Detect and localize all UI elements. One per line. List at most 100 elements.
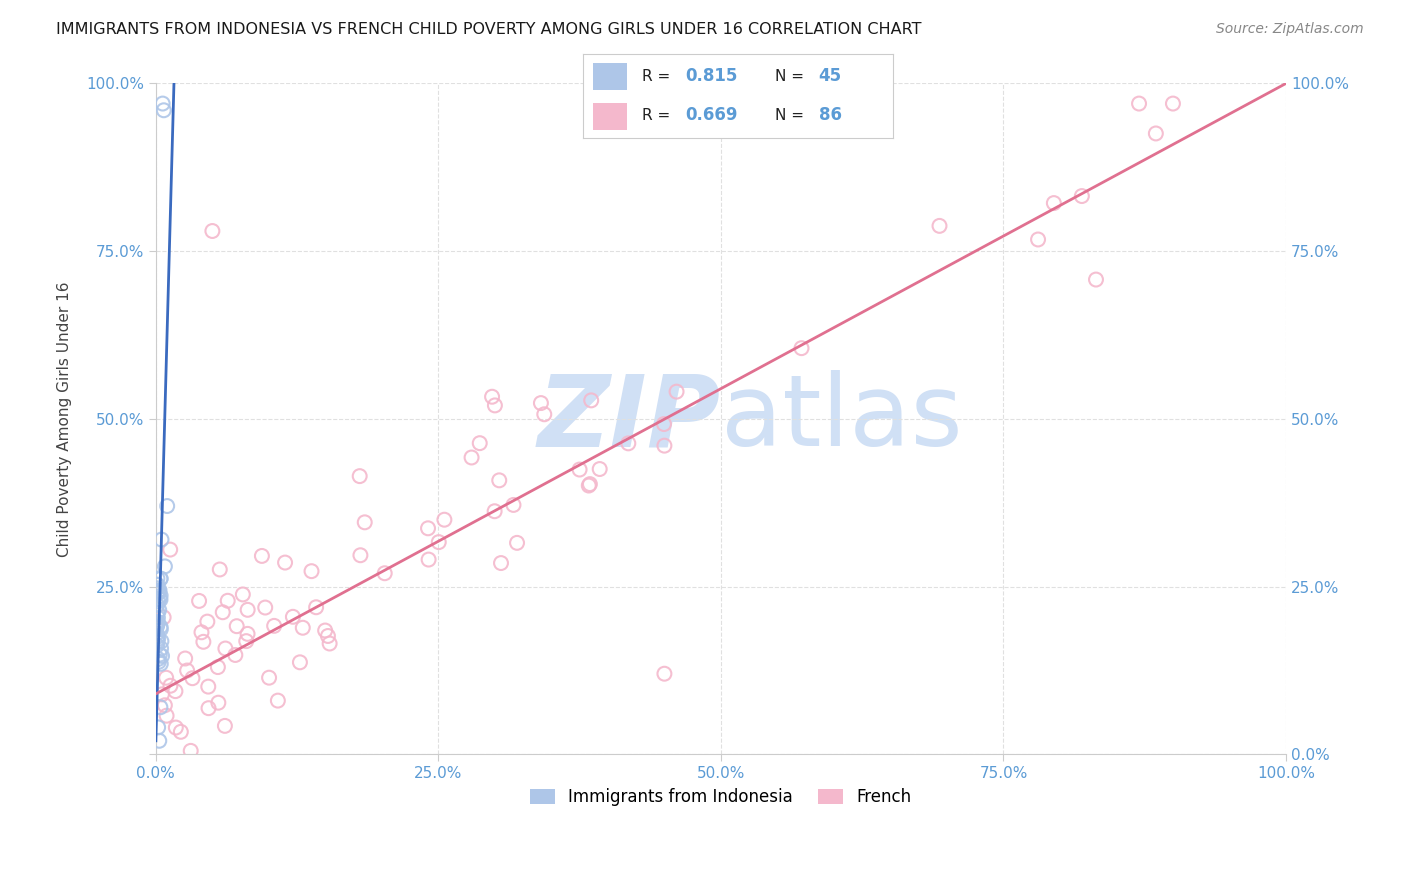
Point — [146, 586, 169, 600]
Point — [468, 436, 491, 450]
Point — [530, 396, 553, 410]
Point — [174, 651, 197, 665]
Point — [146, 632, 169, 646]
Point — [148, 583, 170, 598]
Point — [254, 600, 277, 615]
Point — [146, 634, 169, 648]
Text: 86: 86 — [818, 106, 842, 124]
Point — [149, 700, 172, 714]
Y-axis label: Child Poverty Among Girls Under 16: Child Poverty Among Girls Under 16 — [58, 281, 72, 557]
Point — [155, 671, 177, 685]
Point — [257, 671, 280, 685]
Point — [153, 698, 176, 713]
Point — [148, 585, 170, 599]
Point — [150, 687, 173, 701]
Point — [506, 536, 529, 550]
Text: R =: R = — [643, 108, 675, 123]
Point — [176, 664, 198, 678]
Point — [214, 719, 236, 733]
Point — [589, 462, 612, 476]
Point — [928, 219, 950, 233]
Point — [146, 572, 169, 586]
Point — [165, 721, 187, 735]
Point — [150, 641, 173, 656]
Point — [207, 696, 229, 710]
Point — [149, 620, 172, 634]
Point — [214, 641, 236, 656]
Text: ZIP: ZIP — [538, 370, 721, 467]
Point — [150, 634, 173, 648]
Point — [145, 578, 167, 592]
Point — [235, 634, 257, 648]
Point — [207, 660, 229, 674]
Point — [148, 591, 170, 606]
Text: N =: N = — [775, 108, 808, 123]
Point — [488, 473, 510, 487]
Point — [149, 589, 172, 603]
Point — [149, 622, 172, 636]
Point — [156, 499, 179, 513]
Point — [188, 594, 211, 608]
Point — [1128, 96, 1150, 111]
Point — [170, 724, 193, 739]
Point — [152, 610, 174, 624]
Point — [208, 562, 231, 576]
Point — [146, 594, 169, 608]
Point — [316, 629, 339, 643]
Point — [652, 417, 675, 431]
Point — [149, 657, 172, 671]
Legend: Immigrants from Indonesia, French: Immigrants from Indonesia, French — [523, 781, 918, 813]
Point — [1144, 127, 1167, 141]
Point — [152, 96, 174, 111]
Point — [374, 566, 396, 581]
Point — [1070, 189, 1092, 203]
Text: 0.815: 0.815 — [686, 68, 738, 86]
Point — [149, 572, 172, 586]
Point — [579, 477, 602, 491]
FancyBboxPatch shape — [593, 62, 627, 90]
Point — [146, 577, 169, 591]
Point — [250, 549, 273, 563]
Point — [232, 587, 254, 601]
Point — [267, 693, 290, 707]
Point — [145, 621, 167, 635]
Point — [155, 708, 177, 723]
Point — [150, 648, 173, 663]
Point — [217, 594, 239, 608]
Point — [274, 556, 297, 570]
Point — [349, 469, 371, 483]
FancyBboxPatch shape — [593, 103, 627, 130]
Point — [288, 656, 311, 670]
Point — [617, 436, 640, 450]
Point — [180, 744, 202, 758]
Point — [314, 624, 336, 638]
Point — [236, 603, 259, 617]
Point — [224, 648, 246, 662]
Point — [291, 621, 314, 635]
Point — [146, 598, 169, 612]
Text: Source: ZipAtlas.com: Source: ZipAtlas.com — [1216, 22, 1364, 37]
Point — [146, 615, 169, 630]
Text: atlas: atlas — [721, 370, 963, 467]
Point — [146, 618, 169, 632]
Point — [281, 609, 304, 624]
Point — [225, 619, 247, 633]
Point — [149, 592, 172, 607]
Point — [654, 666, 676, 681]
Point — [301, 564, 323, 578]
Point — [665, 384, 688, 399]
Point — [418, 552, 440, 566]
Point — [146, 626, 169, 640]
Point — [263, 619, 285, 633]
Point — [427, 535, 450, 549]
Point — [1043, 196, 1066, 211]
Point — [484, 398, 506, 412]
Point — [146, 652, 169, 666]
Point — [790, 341, 813, 355]
Point — [146, 606, 169, 620]
Point — [145, 615, 167, 629]
Point — [654, 439, 676, 453]
Point — [416, 521, 439, 535]
Point — [1085, 272, 1108, 286]
Point — [148, 733, 170, 747]
